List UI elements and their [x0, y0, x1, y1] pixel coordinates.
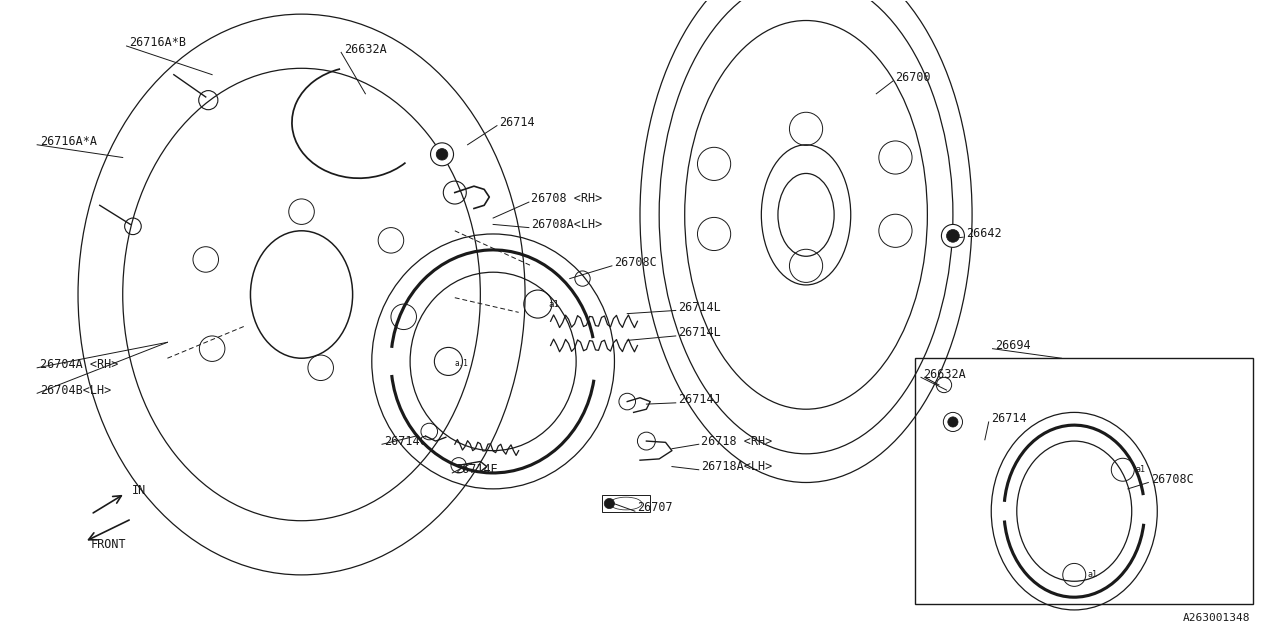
Ellipse shape: [430, 143, 453, 166]
Ellipse shape: [946, 230, 959, 243]
Text: a1: a1: [1087, 570, 1097, 579]
Bar: [602, 495, 650, 513]
Text: 26707: 26707: [637, 502, 673, 515]
Text: IN: IN: [132, 484, 146, 497]
Text: 26632A: 26632A: [924, 367, 966, 381]
Text: 26632A: 26632A: [344, 43, 387, 56]
Text: 26700: 26700: [896, 71, 931, 84]
Text: a.1: a.1: [454, 359, 468, 368]
Text: 26716A*B: 26716A*B: [129, 36, 186, 49]
Ellipse shape: [943, 412, 963, 431]
Ellipse shape: [941, 225, 964, 247]
Ellipse shape: [947, 417, 957, 427]
Text: 26714: 26714: [991, 412, 1027, 425]
Ellipse shape: [604, 499, 614, 509]
Text: 26708C: 26708C: [1151, 473, 1194, 486]
Text: 26642: 26642: [965, 227, 1001, 241]
Ellipse shape: [436, 148, 448, 160]
Text: 26714: 26714: [499, 116, 535, 129]
Text: 26714J: 26714J: [678, 393, 721, 406]
Text: a1: a1: [1135, 465, 1146, 474]
Text: FRONT: FRONT: [91, 538, 127, 552]
Text: 26708A<LH>: 26708A<LH>: [531, 218, 603, 231]
Text: 26704B<LH>: 26704B<LH>: [40, 383, 111, 397]
Text: 26716A*A: 26716A*A: [40, 135, 97, 148]
Text: 26714E: 26714E: [454, 463, 498, 476]
Text: A263001348: A263001348: [1183, 612, 1251, 623]
Text: 26694: 26694: [995, 339, 1030, 352]
Text: a1: a1: [548, 300, 559, 308]
Text: 26714L: 26714L: [678, 301, 721, 314]
Text: 26708C: 26708C: [614, 256, 657, 269]
Text: 26718 <RH>: 26718 <RH>: [701, 435, 773, 447]
Text: 26714L: 26714L: [678, 326, 721, 339]
Text: 26704A <RH>: 26704A <RH>: [40, 358, 118, 371]
Bar: [915, 358, 1253, 604]
Text: 26714C: 26714C: [384, 435, 428, 447]
Text: 26708 <RH>: 26708 <RH>: [531, 193, 603, 205]
Text: 26718A<LH>: 26718A<LH>: [701, 460, 773, 473]
